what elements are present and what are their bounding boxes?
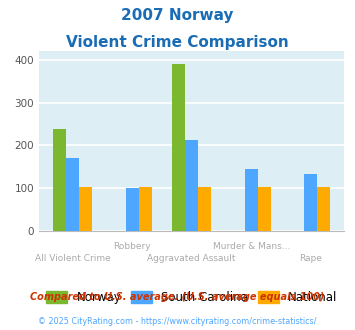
Text: 2007 Norway: 2007 Norway: [121, 8, 234, 23]
Bar: [185, 140, 198, 231]
Bar: [304, 174, 317, 231]
Legend: Norway, South Carolina, National: Norway, South Carolina, National: [46, 291, 338, 304]
Bar: [317, 187, 331, 231]
Bar: [258, 187, 271, 231]
Text: Aggravated Assault: Aggravated Assault: [147, 254, 236, 263]
Bar: [53, 129, 66, 231]
Bar: [139, 187, 152, 231]
Bar: [66, 158, 79, 231]
Bar: [126, 188, 139, 231]
Text: Robbery: Robbery: [113, 242, 151, 251]
Text: Violent Crime Comparison: Violent Crime Comparison: [66, 35, 289, 50]
Text: Compared to U.S. average. (U.S. average equals 100): Compared to U.S. average. (U.S. average …: [30, 292, 325, 302]
Bar: [79, 187, 92, 231]
Bar: [172, 64, 185, 231]
Text: All Violent Crime: All Violent Crime: [35, 254, 110, 263]
Bar: [198, 187, 211, 231]
Text: © 2025 CityRating.com - https://www.cityrating.com/crime-statistics/: © 2025 CityRating.com - https://www.city…: [38, 317, 317, 326]
Text: Murder & Mans...: Murder & Mans...: [213, 242, 290, 251]
Bar: [245, 169, 258, 231]
Text: Rape: Rape: [299, 254, 322, 263]
